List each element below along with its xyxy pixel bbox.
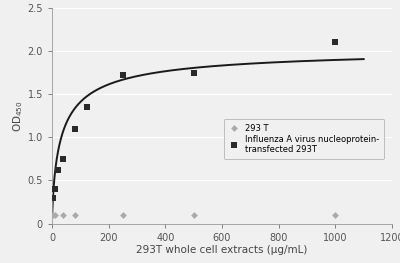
Y-axis label: OD$_{450}$: OD$_{450}$ xyxy=(11,100,25,132)
Influenza A virus nucleoprotein-
transfected 293T xyxy=(84,105,91,109)
Influenza A virus nucleoprotein-
transfected 293T xyxy=(52,187,58,191)
293 T xyxy=(50,213,57,217)
293 T xyxy=(190,213,197,217)
Influenza A virus nucleoprotein-
transfected 293T xyxy=(120,73,126,77)
Influenza A virus nucleoprotein-
transfected 293T xyxy=(190,70,197,75)
Influenza A virus nucleoprotein-
transfected 293T xyxy=(50,196,57,200)
293 T xyxy=(120,213,126,217)
Legend: 293 T, Influenza A virus nucleoprotein-
transfected 293T: 293 T, Influenza A virus nucleoprotein- … xyxy=(224,119,384,159)
Influenza A virus nucleoprotein-
transfected 293T xyxy=(60,157,66,161)
293 T xyxy=(52,213,58,217)
X-axis label: 293T whole cell extracts (μg/mL): 293T whole cell extracts (μg/mL) xyxy=(136,245,308,255)
Influenza A virus nucleoprotein-
transfected 293T xyxy=(54,168,61,172)
Influenza A virus nucleoprotein-
transfected 293T xyxy=(72,127,78,131)
Influenza A virus nucleoprotein-
transfected 293T xyxy=(332,40,338,44)
293 T xyxy=(72,213,78,217)
293 T xyxy=(60,213,66,217)
293 T xyxy=(332,213,338,217)
